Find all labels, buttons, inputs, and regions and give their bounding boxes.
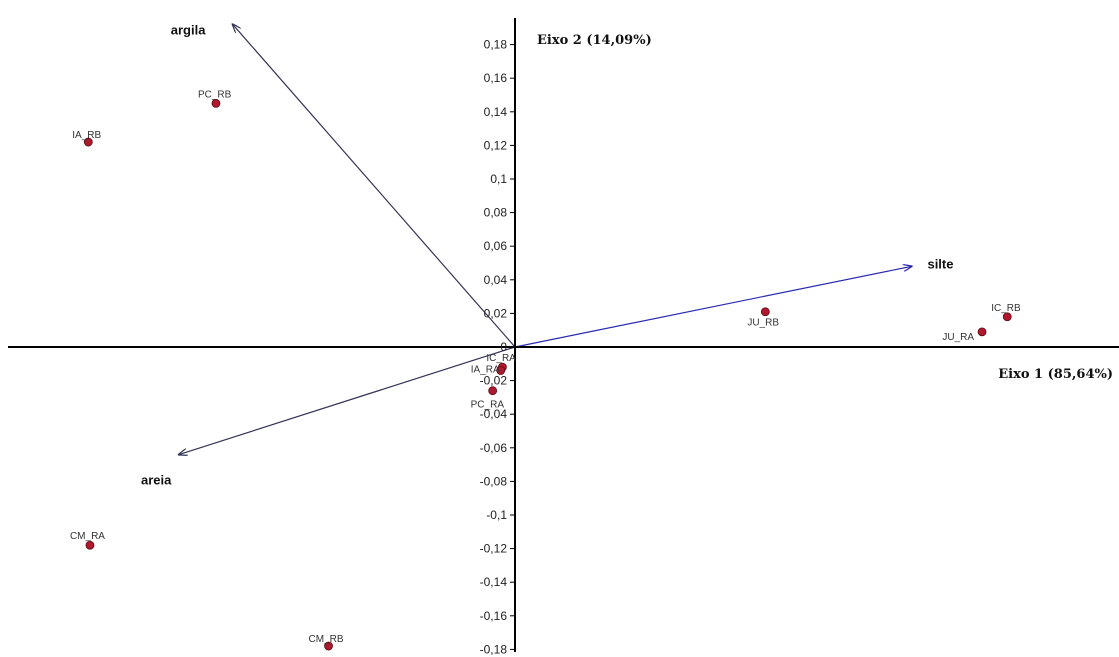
point-label-IC_RA: IC_RA (486, 353, 516, 364)
point-IC_RB (1002, 312, 1012, 322)
vector-label-argila: argila (171, 22, 206, 37)
y-tick-label: 0,18 (484, 38, 508, 52)
point-CM_RB (324, 641, 333, 651)
point-IA_RB (83, 137, 93, 147)
y-tick-label: 0,08 (484, 206, 508, 220)
y-tick-label: -0,06 (480, 441, 508, 455)
y-tick-label: -0,18 (480, 642, 508, 656)
point-IA_RA (496, 366, 506, 375)
y-tick-label: -0,02 (480, 374, 508, 388)
point-label-IA_RA: IA_RA (471, 365, 500, 376)
point-label-CM_RB: CM_RB (309, 634, 344, 645)
y-axis-title: Eixo 2 (14,09%) (537, 33, 652, 48)
y-axis-ticks: 0,18 0,16 0,14 0,12 0,1 0,08 0,06 0,04 0,02 0 -0,0… (480, 38, 515, 656)
point-CM_RA (85, 540, 95, 550)
y-tick-label: -0,1 (486, 508, 507, 522)
loading-vectors: argila silte areia (141, 22, 953, 488)
point-label-PC_RA: PC_RA (471, 400, 505, 411)
point-label-IA_RB: IA_RB (72, 130, 101, 141)
y-tick-label: 0,04 (484, 273, 508, 287)
point-label-IC_RB: IC_RB (991, 303, 1021, 314)
point-JU_RB (760, 307, 770, 317)
vector-label-silte: silte (927, 256, 953, 271)
x-axis-title: Eixo 1 (85,64%) (998, 367, 1113, 382)
point-JU_RA (977, 327, 987, 337)
point-label-JU_RA: JU_RA (942, 332, 974, 343)
y-tick-label: 0,14 (484, 105, 508, 119)
y-tick-label: 0,06 (484, 239, 508, 253)
y-tick-label: -0,08 (480, 474, 508, 488)
y-tick-label: 0,02 (484, 306, 508, 320)
y-tick-label: 0,1 (490, 172, 507, 186)
y-tick-label: -0,16 (480, 609, 508, 623)
y-tick-label: -0,12 (480, 542, 508, 556)
vector-areia (179, 346, 516, 455)
point-PC_RB (211, 99, 221, 108)
point-label-PC_RB: PC_RB (198, 89, 232, 100)
y-tick-label: -0,14 (480, 575, 508, 589)
point-PC_RA (488, 386, 498, 396)
vector-label-areia: areia (141, 473, 172, 488)
vector-silte (514, 266, 911, 348)
vector-argila (233, 24, 516, 348)
y-tick-label: -0,04 (480, 407, 508, 421)
point-label-CM_RA: CM_RA (70, 531, 105, 542)
y-tick-label: 0 (500, 340, 507, 354)
y-tick-label: 0,12 (484, 138, 508, 152)
point-label-JU_RB: JU_RB (747, 318, 779, 329)
y-tick-label: 0,16 (484, 71, 508, 85)
